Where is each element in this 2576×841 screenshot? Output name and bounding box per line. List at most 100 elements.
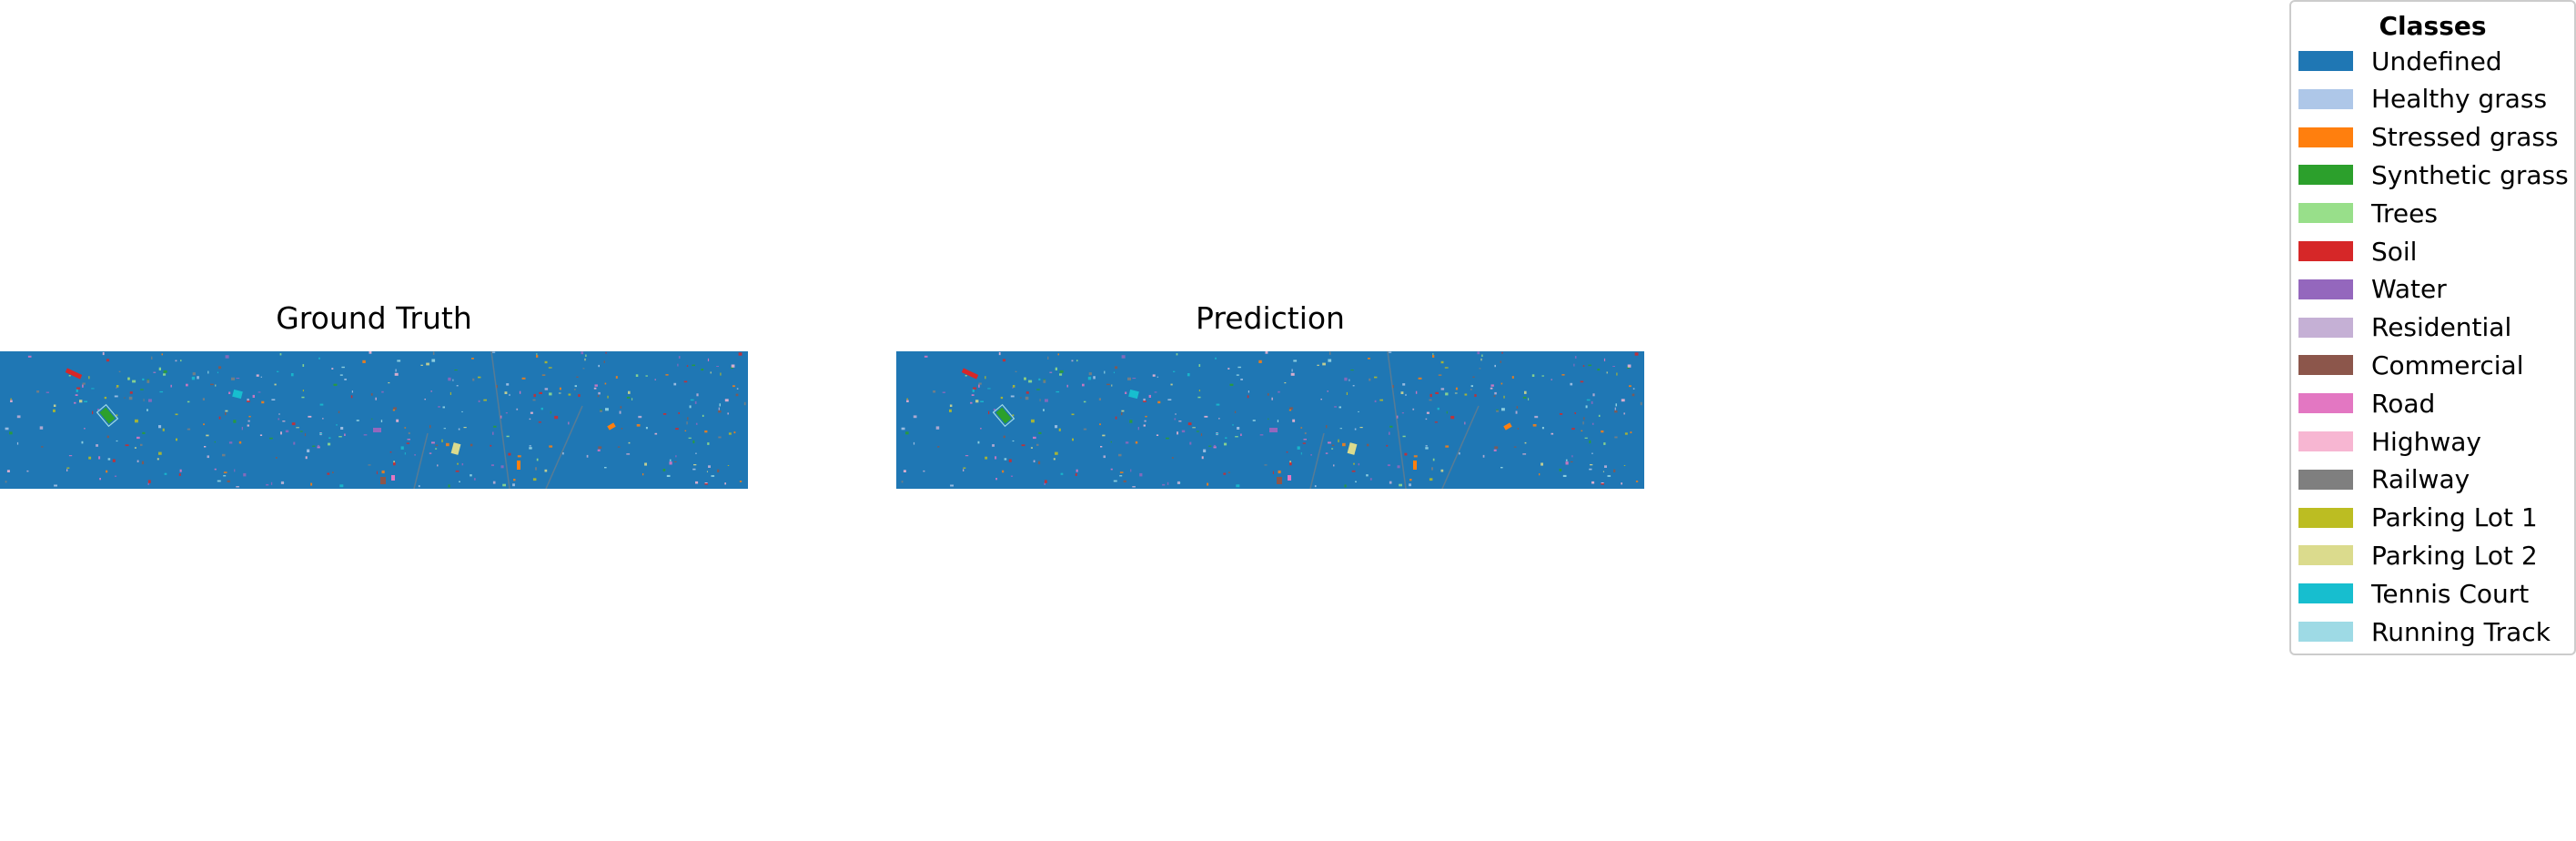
map-streak [545,405,583,489]
map-speck [965,375,967,377]
map-speck [170,384,172,388]
map-speck [500,415,502,419]
map-speck [301,396,305,399]
map-speck [1119,475,1123,477]
map-speck [1166,437,1169,440]
map-speck [259,434,263,436]
legend-swatch [2298,622,2353,642]
map-speck [1010,475,1014,477]
map-speck [81,441,84,444]
map-speck [26,470,29,472]
map-speck [1432,353,1434,355]
map-speck [234,469,236,472]
map-feature [995,407,1012,424]
map-speck [1629,385,1631,388]
map-speck [1227,368,1230,370]
map-speck [432,351,435,355]
map-speck [1592,393,1595,397]
map-speck [597,395,600,398]
map-streak [490,351,510,489]
map-speck [707,442,710,445]
map-speck [1304,431,1307,435]
map-speck [1015,370,1017,372]
map-speck [530,411,533,414]
map-speck [1603,442,1606,445]
map-streak [413,432,429,489]
map-speck [1325,452,1328,454]
map-speck [626,396,631,399]
map-speck [1528,398,1530,400]
map-speck [1223,472,1227,475]
map-speck [491,351,496,353]
legend-item: Railway [2298,464,2470,494]
map-speck [1224,442,1227,446]
map-speck [1389,431,1390,435]
prediction-title: Prediction [1196,300,1345,336]
map-speck [1284,382,1287,384]
map-speck [1604,465,1607,468]
map-speck [203,423,205,426]
map-speck [942,391,945,393]
map-speck [913,415,917,419]
map-speck [127,377,130,380]
map-speck [1551,379,1552,380]
map-speck [1028,380,1033,383]
map-speck [605,351,607,354]
map-speck [1455,387,1458,390]
map-speck [312,445,316,447]
map-speck [935,426,940,430]
map-speck [598,364,600,368]
map-speck [247,400,250,402]
map-speck [1198,390,1200,392]
map-speck [1494,391,1497,395]
map-speck [673,382,677,386]
map-speck [1479,368,1481,370]
map-speck [626,453,631,455]
map-speck [1132,486,1136,488]
map-speck [448,484,450,488]
map-speck [532,399,536,401]
map-speck [541,374,546,376]
map-speck [1532,424,1537,427]
map-speck [448,377,451,381]
map-speck [1143,398,1146,401]
map-speck [581,351,584,355]
map-speck [1440,360,1444,364]
map-speck [388,382,390,384]
map-speck [1111,384,1113,387]
map-speck [362,360,366,363]
map-speck [529,418,531,420]
map-speck [585,354,587,357]
map-speck [970,401,973,404]
map-speck [732,385,735,388]
map-speck [161,353,163,356]
map-speck [429,425,431,429]
map-speck [260,376,262,378]
map-speck [1470,385,1473,388]
map-speck [225,410,228,412]
map-speck [180,360,182,362]
map-speck [923,470,925,472]
map-speck [147,480,151,483]
map-speck [619,410,621,414]
map-speck [1358,410,1359,412]
map-speck [227,480,230,482]
map-speck [371,418,373,420]
map-speck [1368,358,1370,360]
map-speck [407,439,410,441]
map-speck [1426,411,1429,414]
map-speck [1490,387,1493,390]
map-speck [404,427,407,429]
map-speck [973,387,977,390]
map-speck [1201,456,1204,460]
map-speck [1174,418,1177,420]
map-speck [393,407,397,410]
map-speck [1342,442,1346,447]
map-speck [6,470,10,472]
map-speck [1634,352,1639,356]
map-speck [473,478,476,481]
map-speck [544,360,548,364]
map-speck [369,351,372,354]
map-speck [210,383,214,386]
map-speck [179,469,182,472]
